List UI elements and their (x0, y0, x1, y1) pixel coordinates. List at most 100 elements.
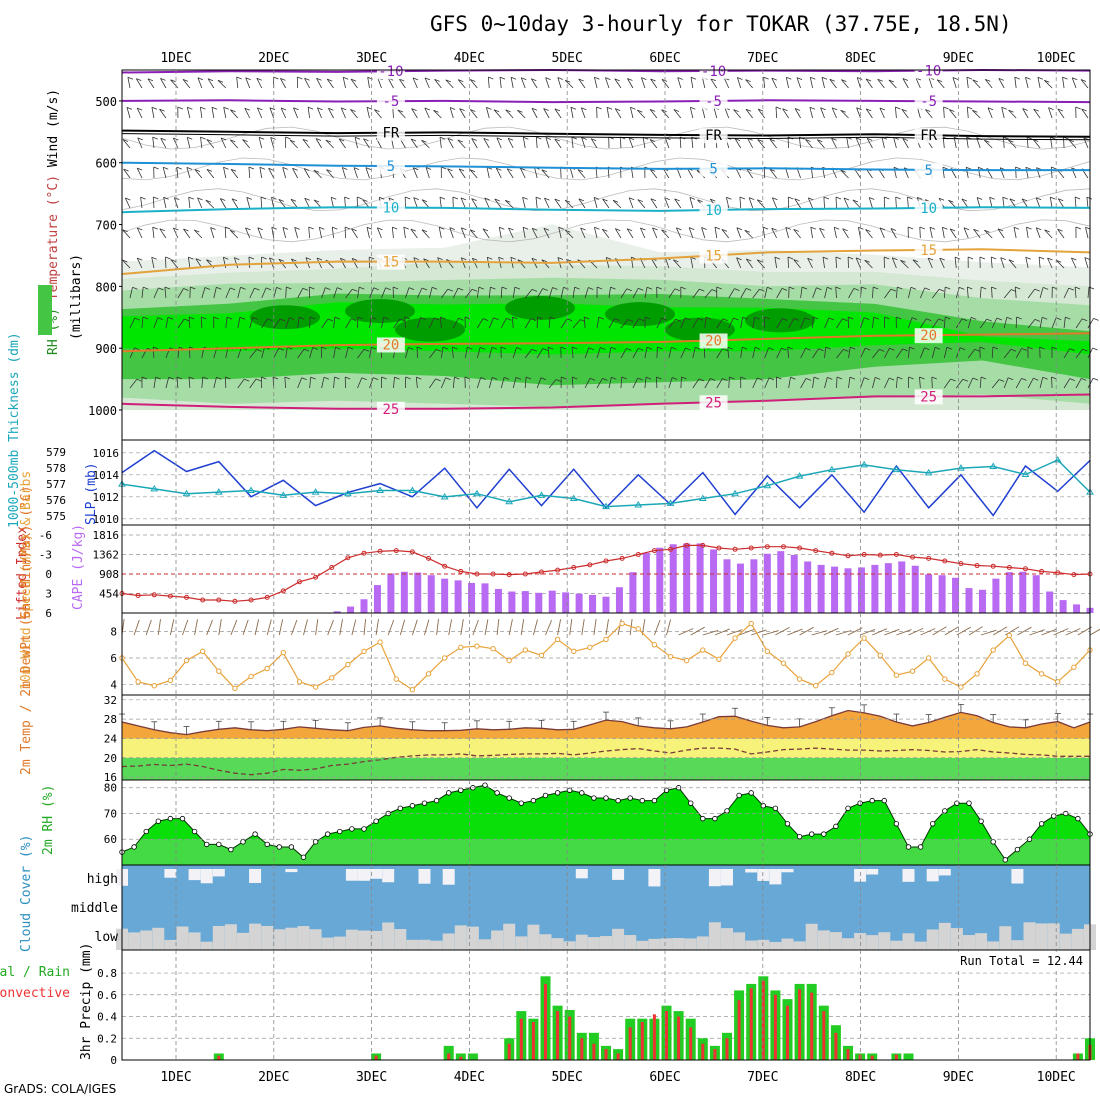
upper-wind-barb (249, 317, 253, 329)
upper-wind-barb-flag (793, 318, 800, 321)
upper-wind-barb-flag (278, 347, 284, 351)
surface-wind-barb (1089, 628, 1100, 636)
upper-wind-barb-flag (596, 286, 603, 290)
upper-wind-barb (852, 199, 861, 209)
upper-wind-barb (578, 78, 586, 89)
upper-wind-barb-flag (280, 107, 287, 111)
upper-wind-barb-flag (907, 196, 913, 200)
upper-wind-barb (273, 318, 281, 329)
upper-wind-barb-flag (757, 259, 763, 263)
upper-wind-barb-flag (496, 167, 502, 171)
upper-wind-barb-flag (677, 77, 683, 80)
upper-wind-barb-flag (223, 166, 229, 170)
upper-wind-barb (423, 258, 430, 269)
upper-wind-barb (560, 318, 568, 329)
rh-marker (893, 821, 900, 827)
upper-wind-barb (796, 77, 801, 89)
upper-wind-barb-flag (170, 79, 176, 83)
upper-wind-barb (757, 139, 765, 149)
upper-wind-barb-flag (394, 376, 400, 380)
wind-speed-marker (329, 675, 335, 681)
upper-wind-barb (632, 288, 639, 299)
upper-wind-barb-flag (507, 137, 514, 141)
upper-wind-barb (998, 78, 1005, 89)
thickness-marker (569, 494, 578, 502)
upper-wind-barb (884, 348, 890, 359)
upper-wind-barb-flag (606, 257, 612, 260)
upper-wind-barb (943, 347, 948, 359)
upper-wind-barb-flag (165, 256, 171, 260)
upper-wind-barb-flag (439, 136, 446, 140)
cloud-low-fill (902, 933, 915, 950)
precip-total-bar (467, 1053, 478, 1060)
surface-wind-barb (1053, 628, 1069, 636)
upper-wind-barb (1015, 348, 1022, 359)
thickness-marker (698, 494, 707, 502)
upper-wind-barb (447, 138, 454, 149)
upper-wind-barb-flag (210, 227, 216, 230)
precip-convective-bar (447, 1053, 451, 1060)
upper-wind-barb (486, 107, 490, 119)
upper-wind-barb (963, 227, 969, 239)
upper-wind-barb (584, 347, 590, 359)
upper-wind-barb-flag (163, 166, 169, 170)
upper-air-ylabel-units: (millibars) (69, 254, 84, 340)
cloud-low-fill (890, 940, 903, 950)
upper-wind-barb-flag (399, 318, 405, 322)
cape-bar (831, 566, 839, 613)
precip-convective-bar (592, 1043, 596, 1060)
upper-wind-barb (459, 108, 466, 119)
upper-wind-barb (160, 138, 167, 149)
upper-wind-barb (764, 287, 768, 299)
cloud-low-fill (1023, 922, 1036, 950)
upper-wind-barb (872, 377, 876, 389)
rh-marker (482, 782, 488, 788)
temp-ylabel: 2m Temp / 2m DewPt (6hr Min/Max) (°C) (19, 485, 34, 775)
upper-wind-barb-flag (392, 226, 398, 230)
upper-wind-barb-flag (431, 286, 438, 290)
li-marker (232, 598, 238, 604)
upper-wind-barb (948, 109, 957, 119)
upper-wind-barb (136, 227, 143, 239)
upper-wind-barb (596, 347, 601, 359)
wind-speed-marker (216, 668, 222, 674)
upper-wind-barb (688, 227, 694, 239)
upper-wind-barb-flag (350, 78, 357, 82)
surface-wind-barb (726, 629, 743, 636)
upper-wind-barb (972, 79, 981, 89)
upper-wind-barb-flag (769, 168, 776, 172)
isotherm-label: 25 (705, 395, 722, 411)
rh-marker (591, 795, 597, 801)
upper-wind-barb (421, 140, 430, 149)
precip-convective-bar (894, 1054, 898, 1060)
upper-wind-barb-flag (545, 137, 552, 140)
upper-wind-barb (1032, 139, 1041, 149)
upper-wind-barb-flag (610, 346, 617, 350)
upper-wind-barb-flag (565, 229, 571, 233)
upper-wind-barb-flag (136, 78, 142, 81)
cape-bar (723, 559, 731, 613)
upper-wind-barb-flag (385, 287, 391, 291)
upper-wind-barb-flag (460, 197, 467, 201)
surface-wind-barb (424, 619, 430, 636)
upper-wind-barb-flag (469, 169, 476, 173)
upper-wind-barb-flag (835, 286, 841, 290)
upper-wind-barb-flag (836, 376, 843, 380)
upper-wind-barb-flag (434, 79, 440, 82)
upper-wind-barb (425, 167, 430, 179)
cloud-low-fill (249, 923, 262, 950)
li-marker (910, 554, 916, 560)
upper-wind-barb (464, 347, 468, 359)
upper-wind-barb-flag (332, 226, 338, 230)
precip-convective-bar (786, 1005, 789, 1060)
upper-wind-barb (398, 78, 406, 89)
upper-wind-barb-flag (137, 167, 143, 171)
upper-wind-barb (1055, 260, 1065, 269)
rh-marker (240, 839, 246, 845)
upper-wind-barb-flag (123, 168, 129, 172)
upper-wind-barb-flag (303, 348, 310, 352)
rh-marker (905, 844, 912, 850)
upper-wind-barb-flag (549, 316, 556, 320)
upper-wind-barb-flag (786, 76, 792, 80)
surface-wind-barb (266, 619, 272, 636)
